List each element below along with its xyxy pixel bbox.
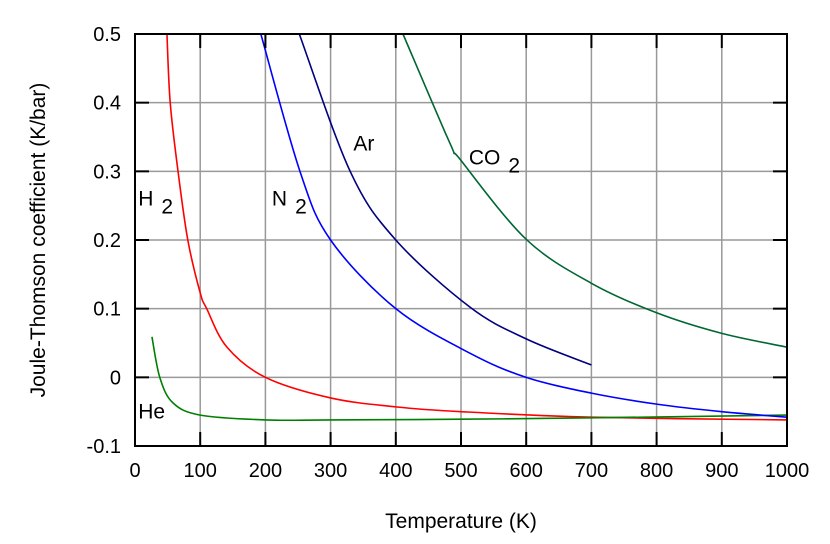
series-label-subscript: 2	[508, 154, 520, 177]
x-axis-label: Temperature (K)	[385, 510, 537, 533]
series-label-subscript: 2	[295, 196, 307, 219]
y-tick-label: 0	[110, 367, 121, 389]
y-tick-label: 0.2	[93, 230, 121, 252]
x-tick-label: 800	[640, 460, 673, 482]
y-tick-label: 0.5	[93, 24, 121, 46]
series-label-text: Ar	[353, 133, 374, 156]
x-tick-label: 300	[314, 460, 347, 482]
y-tick-label: 0.4	[93, 93, 121, 115]
series-label-text: He	[138, 401, 165, 424]
x-tick-label: 600	[510, 460, 543, 482]
series-lines	[151, 33, 788, 422]
series-label-co2: CO 2	[469, 146, 520, 177]
x-tick-label: 500	[444, 460, 477, 482]
series-line-he	[151, 336, 788, 422]
series-label-ar: Ar	[353, 133, 374, 156]
x-tick-label: 200	[249, 460, 282, 482]
y-axis-label: Joule-Thomson coefficient (K/bar)	[27, 83, 50, 398]
x-tick-label: 400	[379, 460, 412, 482]
y-tick-label: -0.1	[87, 436, 121, 458]
series-line-h2	[166, 33, 788, 421]
y-tick-label: 0.3	[93, 161, 121, 183]
x-tick-label: 1000	[765, 460, 810, 482]
series-label-text: H	[138, 188, 153, 211]
ticks: 0 100 200 300 400 500 600 700 800 900 1000 -0.1 0 0.1…	[87, 24, 810, 482]
y-tick-label: 0.1	[93, 299, 121, 321]
x-tick-label: 700	[575, 460, 608, 482]
series-line-ar	[298, 33, 592, 366]
x-tick-label: 0	[129, 460, 140, 482]
series-line-n2	[260, 33, 788, 418]
x-tick-label: 900	[705, 460, 738, 482]
series-label-text: CO	[469, 146, 501, 169]
grid	[134, 33, 788, 447]
x-tick-label: 100	[184, 460, 217, 482]
series-label-he: He	[138, 401, 165, 424]
series-label-subscript: 2	[161, 196, 173, 219]
series-label-text: N	[272, 188, 287, 211]
series-line-co2	[402, 33, 788, 348]
